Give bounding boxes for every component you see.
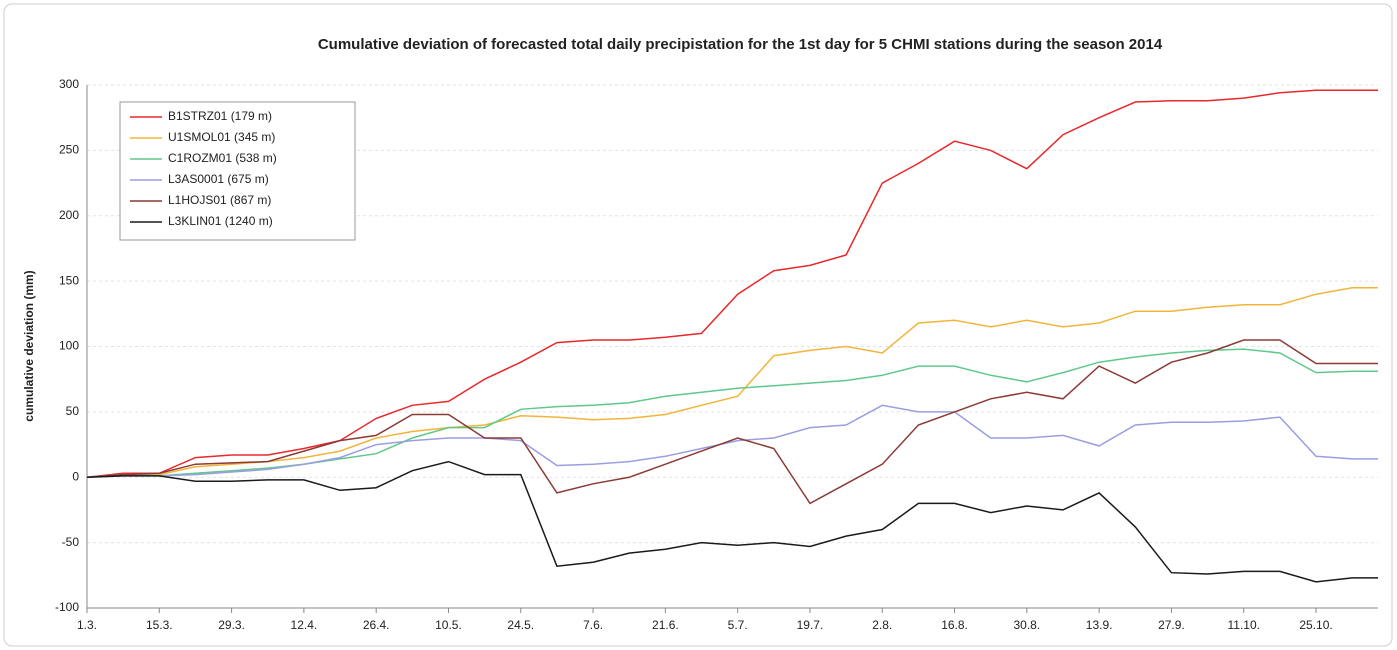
x-tick-label: 29.3.: [218, 618, 245, 632]
x-tick-label: 24.5.: [507, 618, 534, 632]
x-tick-label: 7.6.: [583, 618, 603, 632]
x-tick-label: 15.3.: [146, 618, 173, 632]
y-tick-label: -50: [62, 535, 80, 549]
series-line: [86, 339, 1378, 505]
x-tick-label: 16.8.: [941, 618, 968, 632]
y-tick-label: 50: [66, 404, 80, 418]
x-tick-label: 11.10.: [1227, 618, 1259, 632]
x-tick-label: 2.8.: [872, 618, 892, 632]
legend-label: C1ROZM01 (538 m): [168, 151, 277, 165]
series-line: [86, 89, 1378, 479]
legend-label: L1HOJS01 (867 m): [168, 193, 271, 207]
y-tick-label: 200: [59, 208, 79, 222]
x-tick-label: 26.4.: [363, 618, 390, 632]
y-tick-label: 0: [72, 469, 79, 483]
x-tick-label: 12.4.: [291, 618, 318, 632]
y-tick-label: 150: [59, 273, 79, 287]
y-tick-label: 100: [59, 339, 79, 353]
y-tick-label: 300: [59, 77, 79, 91]
series-line: [86, 286, 1378, 479]
x-tick-label: 30.8.: [1013, 618, 1040, 632]
legend-label: B1STRZ01 (179 m): [168, 109, 272, 123]
legend-box: [119, 101, 356, 241]
y-tick-label: 250: [59, 143, 79, 157]
x-tick-label: 13.9.: [1086, 618, 1113, 632]
y-tick-label: -100: [55, 600, 79, 614]
x-tick-label: 21.6.: [652, 618, 679, 632]
x-tick-label: 5.7.: [728, 618, 748, 632]
x-tick-label: 10.5.: [435, 618, 462, 632]
x-tick-label: 1.3.: [77, 618, 97, 632]
legend-label: L3KLIN01 (1240 m): [168, 214, 273, 228]
x-tick-label: 25.10.: [1299, 618, 1332, 632]
series-line: [86, 460, 1378, 583]
x-tick-label: 19.7.: [797, 618, 824, 632]
chart-title: Cumulative deviation of forecasted total…: [318, 36, 1163, 53]
y-axis-label: cumulative deviation (mm): [22, 270, 36, 421]
legend-label: L3AS0001 (675 m): [168, 172, 269, 186]
x-tick-label: 27.9.: [1158, 618, 1185, 632]
legend-label: U1SMOL01 (345 m): [168, 130, 275, 144]
series-line: [86, 404, 1378, 479]
